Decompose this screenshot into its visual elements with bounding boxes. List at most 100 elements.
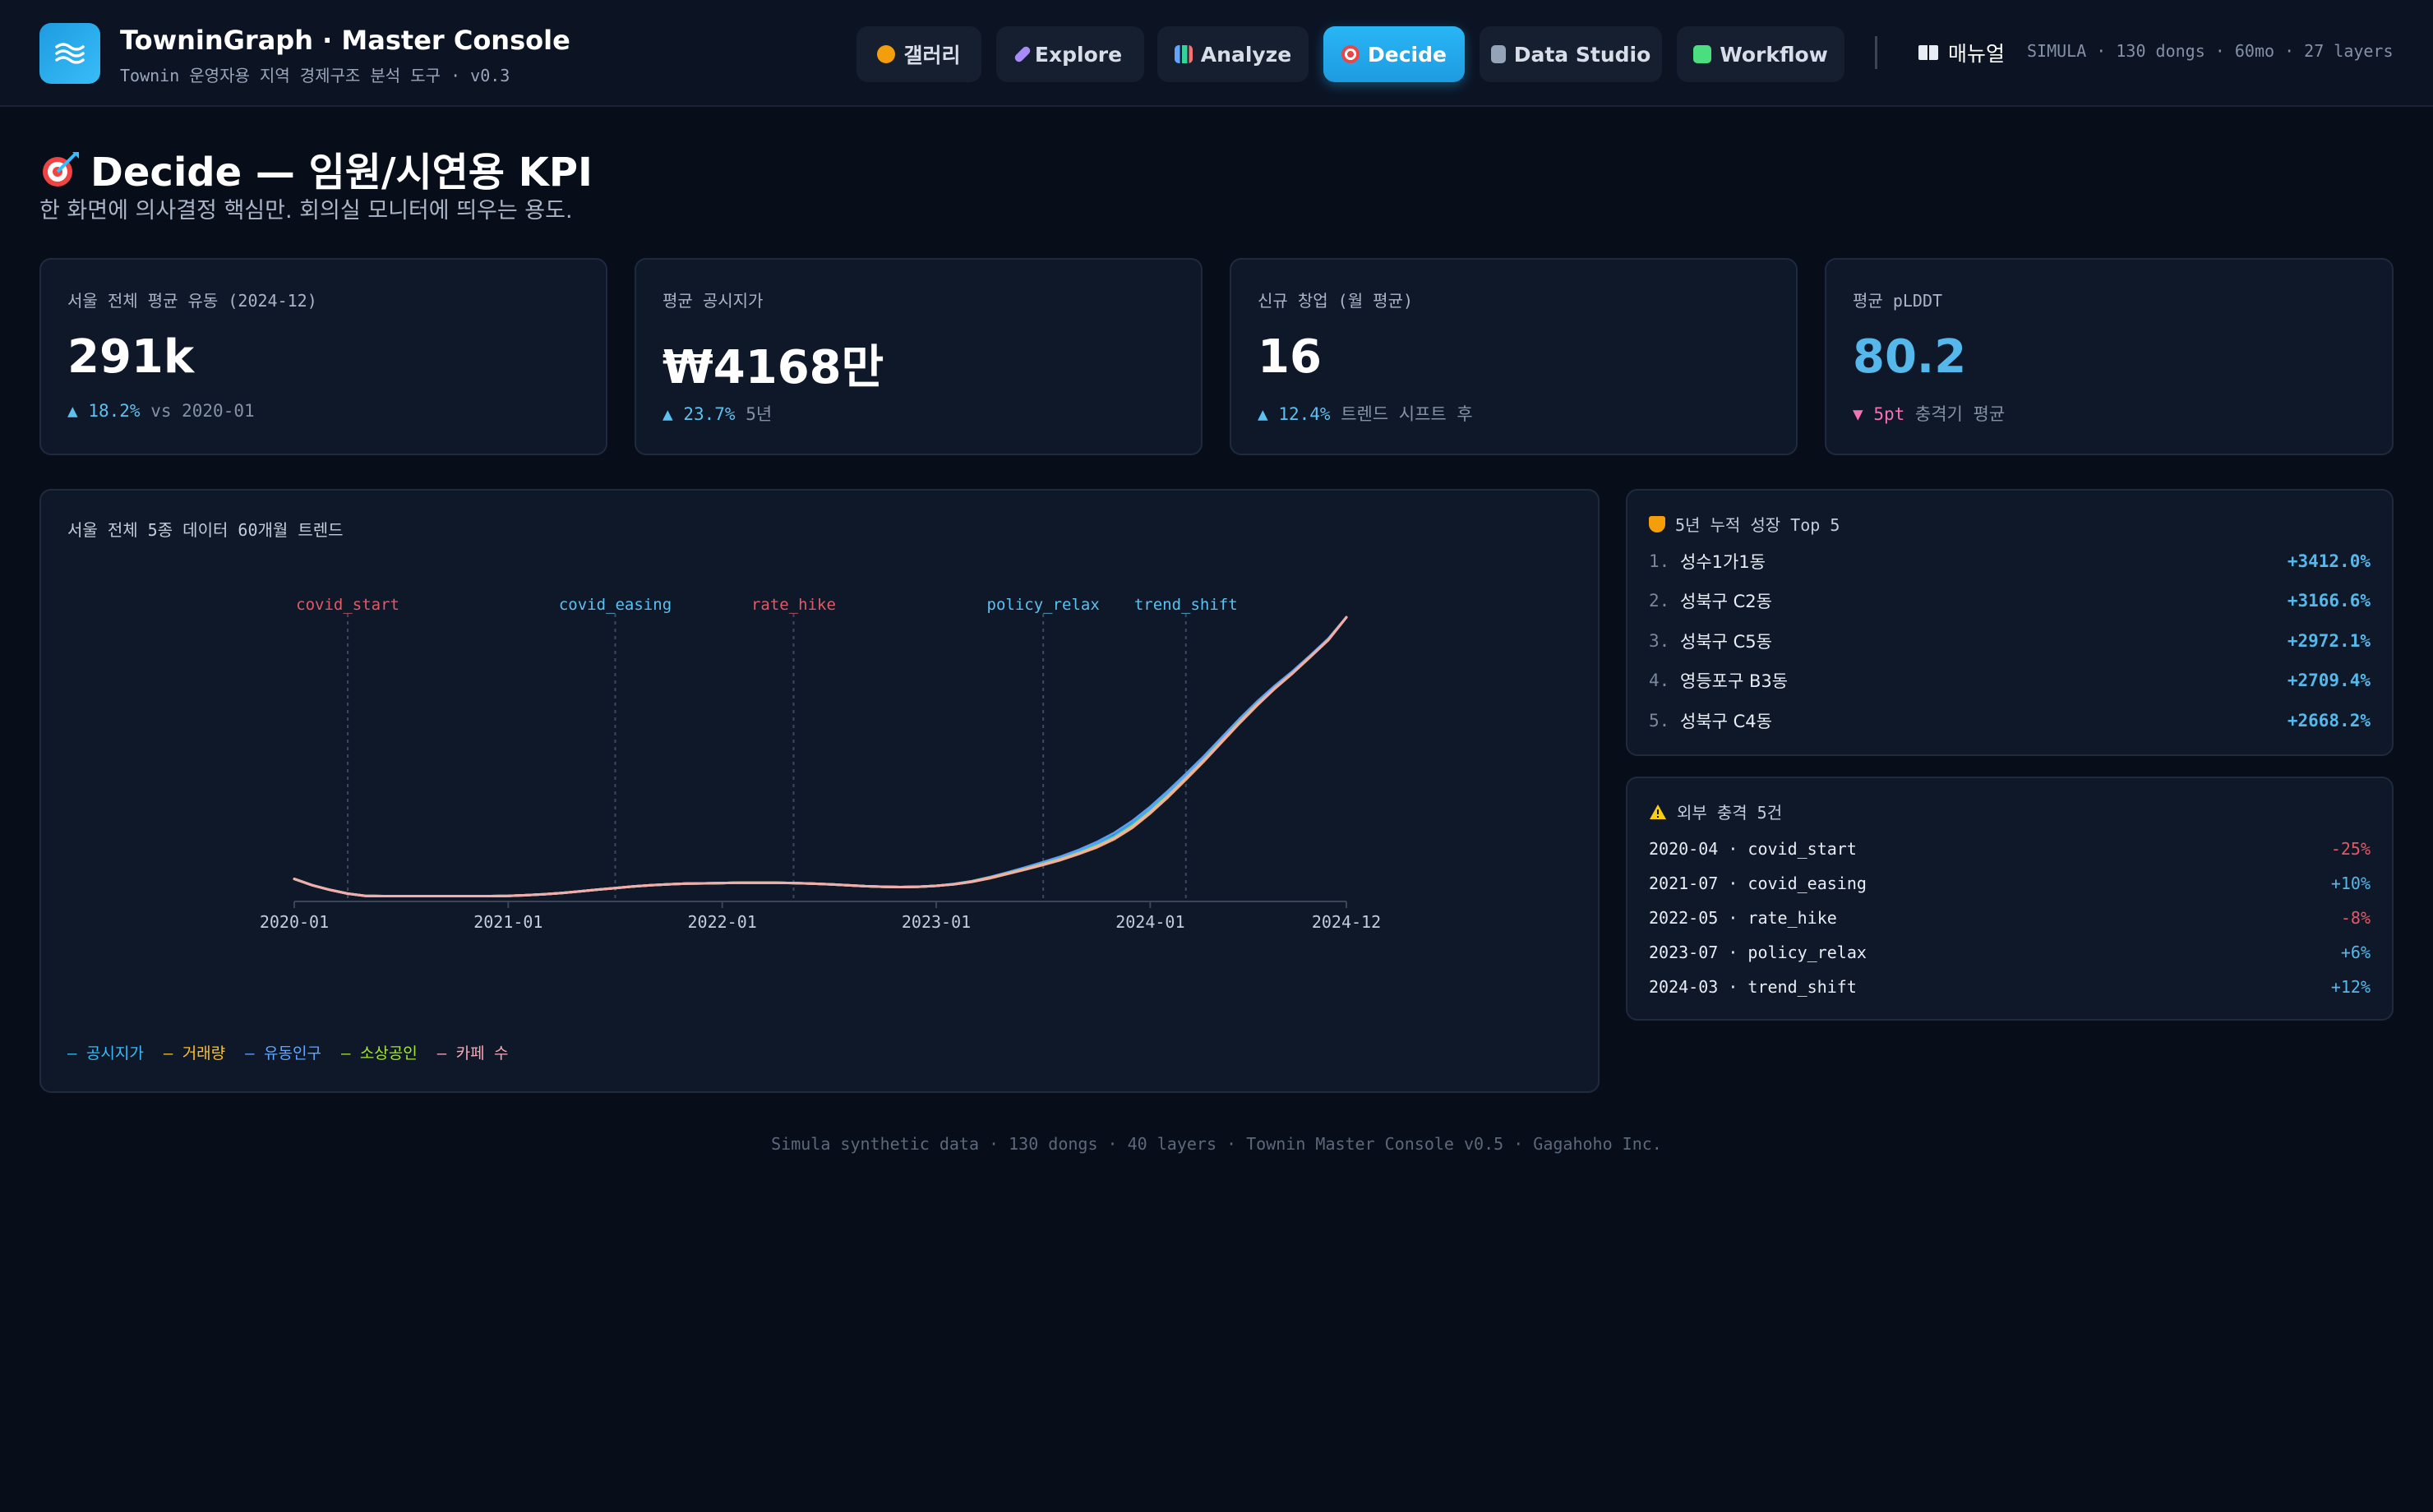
legend-item[interactable]: — 소상공인 [340, 1044, 418, 1063]
top5-title-text: 5년 누적 성장 Top 5 [1675, 515, 1840, 535]
kpi-card-plddt: 평균 pLDDT 80.2 ▼ 5pt 충격기 평균 [1825, 258, 2394, 455]
rank-dong-name: 영등포구 B3동 [1680, 671, 1789, 691]
legend-item[interactable]: — 거래량 [163, 1044, 226, 1063]
down-arrow-icon: ▼ [1853, 404, 1863, 424]
rank-number: 2. [1649, 591, 1670, 611]
list-item[interactable]: 2024-03 · trend_shift +12% [1649, 970, 2371, 1003]
page-title-text: Decide — 임원/시연용 KPI [90, 150, 593, 196]
list-item[interactable]: 2023-07 · policy_relax +6% [1649, 936, 2371, 969]
kpi-card-land-price: 평균 공시지가 ₩4168만 ▲ 23.7% 5년 [635, 258, 1203, 455]
shock-label: 2021-07 · covid_easing [1649, 874, 1867, 893]
shocks-title-text: 외부 충격 5건 [1677, 803, 1783, 823]
rank-growth-value: +2668.2% [2287, 711, 2371, 731]
dna-icon [1013, 44, 1032, 64]
nav-decide-label: Decide [1368, 42, 1447, 67]
top-bar: TowninGraph · Master Console Townin 운영자용… [0, 0, 2433, 107]
shock-label: 2023-07 · policy_relax [1649, 943, 1867, 962]
list-item[interactable]: 2. 성북구 C2동 +3166.6% [1649, 584, 2371, 617]
legend-item[interactable]: — 카페 수 [436, 1044, 509, 1063]
page-subtitle: 한 화면에 의사결정 핵심만. 회의실 모니터에 띄우는 용도. [39, 198, 573, 224]
x-tick-label: 2024-12 [1312, 912, 1381, 932]
manual-label: 매뉴얼 [1948, 42, 2006, 66]
x-tick-label: 2023-01 [902, 912, 971, 932]
app-title: TowninGraph · Master Console [120, 25, 570, 56]
nav-data-studio-button[interactable]: Data Studio [1480, 26, 1662, 82]
book-icon [1918, 45, 1938, 60]
shock-impact: +10% [2330, 874, 2371, 893]
nav-workflow-label: Workflow [1720, 42, 1828, 67]
nav-gallery-button[interactable]: 갤러리 [856, 26, 981, 82]
manual-link[interactable]: 매뉴얼 [1918, 38, 2005, 67]
shock-label: 2024-03 · trend_shift [1649, 977, 1857, 997]
kpi-value: 16 [1258, 330, 1322, 384]
nav-workflow-button[interactable]: Workflow [1677, 26, 1844, 82]
rank-growth-value: +2709.4% [2287, 671, 2371, 690]
up-arrow-icon: ▲ [67, 401, 78, 421]
footer: Simula synthetic data · 130 dongs · 40 l… [771, 1134, 1662, 1154]
series-line [293, 615, 1348, 897]
kpi-delta-value: 12.4% [1278, 404, 1331, 424]
list-item[interactable]: 5. 성북구 C4동 +2668.2% [1649, 704, 2371, 737]
top5-title: 5년 누적 성장 Top 5 [1649, 512, 1840, 536]
shock-impact: -25% [2330, 839, 2371, 859]
rank-growth-value: +3166.6% [2287, 591, 2371, 611]
database-icon [1490, 45, 1506, 63]
kpi-value: ₩4168만 [662, 341, 884, 394]
list-item[interactable]: 3. 성북구 C5동 +2972.1% [1649, 625, 2371, 657]
shock-impact: -8% [2340, 908, 2371, 928]
kpi-delta-value: 23.7% [683, 404, 736, 424]
kpi-label: 서울 전체 평균 유동 (2024-12) [67, 291, 317, 311]
kpi-delta: ▼ 5pt 충격기 평균 [1853, 401, 2005, 426]
kpi-value: 291k [67, 330, 195, 384]
shocks-title: 외부 충격 5건 [1649, 800, 1782, 823]
rank-dong-name: 성북구 C2동 [1680, 592, 1772, 611]
kpi-delta-note: 5년 [746, 404, 773, 424]
kpi-label: 신규 창업 (월 평균) [1258, 291, 1414, 311]
series-line [293, 615, 1348, 897]
list-item[interactable]: 2020-04 · covid_start -25% [1649, 832, 2371, 865]
kpi-label: 평균 pLDDT [1853, 291, 1943, 311]
nav-decide-button[interactable]: Decide [1323, 26, 1465, 82]
nav-explore-label: Explore [1034, 42, 1123, 67]
x-tick-label: 2021-01 [473, 912, 542, 932]
rank-dong-name: 성북구 C5동 [1680, 632, 1772, 652]
kpi-value: 80.2 [1853, 330, 1967, 384]
shocks-panel: 외부 충격 5건 2020-04 · covid_start -25% 2021… [1626, 777, 2394, 1021]
rank-growth-value: +2972.1% [2287, 631, 2371, 651]
series-line [293, 615, 1348, 897]
list-item[interactable]: 4. 영등포구 B3동 +2709.4% [1649, 664, 2371, 697]
chart-legend: — 공시지가 — 거래량 — 유동인구 — 소상공인 — 카페 수 [67, 1041, 509, 1063]
x-tick-label: 2024-01 [1115, 912, 1184, 932]
event-marker-label: policy_relax [987, 596, 1100, 614]
nav-data-studio-label: Data Studio [1513, 42, 1651, 67]
list-item[interactable]: 2021-07 · covid_easing +10% [1649, 867, 2371, 900]
kpi-delta: ▲ 12.4% 트렌드 시프트 후 [1258, 401, 1473, 426]
kpi-card-startups: 신규 창업 (월 평균) 16 ▲ 12.4% 트렌드 시프트 후 [1230, 258, 1798, 455]
nav-analyze-button[interactable]: Analyze [1157, 26, 1309, 82]
kpi-delta: ▲ 23.7% 5년 [662, 401, 772, 426]
legend-item[interactable]: — 공시지가 [67, 1044, 144, 1063]
rank-number: 4. [1649, 671, 1670, 690]
kpi-delta: ▲ 18.2% vs 2020-01 [67, 401, 255, 421]
rank-growth-value: +3412.0% [2287, 551, 2371, 571]
list-item[interactable]: 2022-05 · rate_hike -8% [1649, 901, 2371, 934]
up-arrow-icon: ▲ [1258, 404, 1268, 424]
waves-icon [55, 43, 85, 64]
trend-chart-card: 2020-01 2021-01 2022-01 2023-01 2024-01 2024-… [39, 489, 1600, 1093]
app-logo[interactable] [39, 23, 100, 84]
trophy-icon [1649, 515, 1665, 532]
trend-chart: 2020-01 2021-01 2022-01 2023-01 2024-01 2024-… [260, 596, 1381, 932]
bar-chart-icon [1174, 45, 1193, 63]
x-tick-label: 2020-01 [260, 912, 329, 932]
rank-number: 5. [1649, 711, 1670, 731]
rank-number: 1. [1649, 551, 1670, 571]
shock-impact: +6% [2340, 943, 2371, 962]
palette-icon [877, 45, 896, 63]
nav-explore-button[interactable]: Explore [996, 26, 1144, 82]
legend-item[interactable]: — 유동인구 [245, 1044, 321, 1063]
rank-dong-name: 성수1가1동 [1680, 552, 1766, 572]
list-item[interactable]: 1. 성수1가1동 +3412.0% [1649, 545, 2371, 578]
status-text: SIMULA · 130 dongs · 60mo · 27 layers [2027, 41, 2394, 61]
shock-impact: +12% [2330, 977, 2371, 997]
series-line [293, 615, 1348, 897]
